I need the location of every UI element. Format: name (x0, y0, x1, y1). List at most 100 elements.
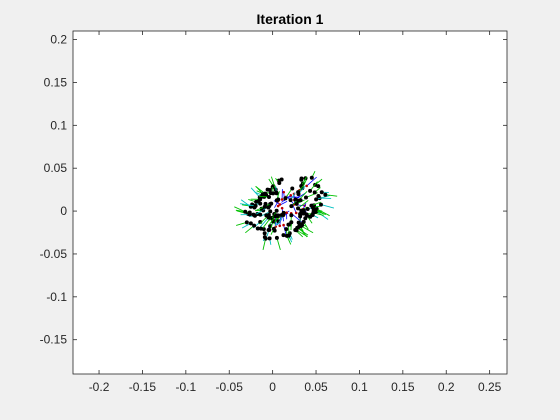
y-tick-label: 0.15 (44, 75, 68, 89)
point-cloud (234, 170, 338, 251)
y-tick-label: -0.15 (40, 333, 68, 347)
data-point (255, 226, 260, 231)
data-point (299, 223, 304, 228)
data-point (244, 220, 249, 225)
data-point (323, 192, 328, 197)
inner-marker (289, 194, 293, 197)
data-point (289, 213, 294, 218)
x-tick-label: 0.05 (304, 380, 328, 394)
normal-vector (276, 237, 281, 251)
x-tick-label: 0.25 (478, 380, 502, 394)
x-axis: -0.2 -0.15 -0.1 -0.05 0 0.05 0.1 0.15 0.2 0.25 (89, 31, 502, 394)
data-point (247, 212, 252, 217)
data-point (303, 195, 308, 200)
normal-vector (258, 217, 269, 229)
data-point (316, 193, 321, 198)
inner-marker (285, 211, 288, 214)
y-tick-label: 0.05 (44, 161, 68, 175)
normal-vector (297, 200, 309, 209)
data-point (276, 197, 281, 202)
data-point (310, 213, 315, 218)
data-point (290, 186, 295, 191)
data-point (319, 190, 324, 195)
data-point (301, 219, 306, 224)
y-tick-label: 0 (60, 204, 67, 218)
data-point (271, 226, 276, 231)
data-point (262, 231, 267, 236)
data-point (298, 198, 303, 203)
data-point (288, 198, 293, 203)
inner-marker (278, 203, 282, 206)
data-point (269, 201, 274, 206)
data-point (275, 214, 280, 219)
data-point (266, 228, 271, 233)
data-point (281, 233, 286, 238)
data-point (304, 212, 309, 217)
data-point (253, 203, 258, 208)
x-tick-label: 0.15 (391, 380, 415, 394)
normal-vector (235, 209, 250, 213)
data-point (262, 235, 267, 240)
x-tick-label: -0.05 (216, 380, 244, 394)
data-point (266, 205, 271, 210)
data-point (294, 228, 299, 233)
data-point (308, 188, 313, 193)
data-point (264, 213, 269, 218)
normal-vector (320, 204, 335, 209)
y-tick-label: -0.1 (46, 290, 67, 304)
data-point (312, 190, 317, 195)
data-point (318, 202, 323, 207)
axes-background (73, 31, 507, 374)
data-point (268, 209, 273, 214)
data-point (243, 209, 248, 214)
data-point (289, 204, 294, 209)
data-point (248, 221, 253, 226)
data-point (299, 176, 304, 181)
data-point (274, 235, 279, 240)
normal-vector (315, 195, 331, 200)
x-tick-label: 0.2 (438, 380, 455, 394)
data-point (314, 197, 319, 202)
data-point (305, 207, 310, 212)
x-tick-label: 0 (269, 380, 276, 394)
x-tick-label: 0.1 (351, 380, 368, 394)
data-point (296, 190, 301, 195)
x-tick-label: -0.1 (175, 380, 196, 394)
normal-vector (240, 203, 256, 207)
normal-vector (261, 217, 271, 230)
inner-marker (280, 198, 284, 201)
inner-line (306, 176, 317, 187)
data-point (251, 212, 256, 217)
normal-vector (270, 176, 277, 190)
inner-marker (280, 206, 284, 210)
data-point (252, 223, 257, 228)
data-point (267, 188, 272, 193)
data-point (309, 203, 314, 208)
inner-marker (294, 211, 298, 215)
y-tick-label: 0.2 (50, 33, 67, 47)
inner-marker (278, 224, 282, 228)
data-point (271, 191, 276, 196)
data-point (294, 201, 299, 206)
data-point (316, 184, 321, 189)
data-point (284, 227, 289, 232)
data-point (296, 206, 301, 211)
data-point (277, 180, 282, 185)
inner-marker (305, 184, 308, 188)
normal-vector (300, 225, 314, 234)
data-point (289, 220, 294, 225)
inner-marker (282, 223, 285, 227)
y-tick-label: 0.1 (50, 118, 67, 132)
data-point (256, 199, 261, 204)
data-point (284, 233, 289, 238)
y-tick-label: -0.05 (40, 247, 68, 261)
data-point (274, 208, 279, 213)
normal-vector (296, 227, 309, 236)
data-point (309, 175, 314, 180)
axes-box (72, 30, 508, 375)
x-tick-label: -0.15 (129, 380, 157, 394)
data-point (266, 194, 271, 199)
y-axis: -0.15 -0.1 -0.05 0 0.05 0.1 0.15 0.2 (40, 33, 507, 347)
